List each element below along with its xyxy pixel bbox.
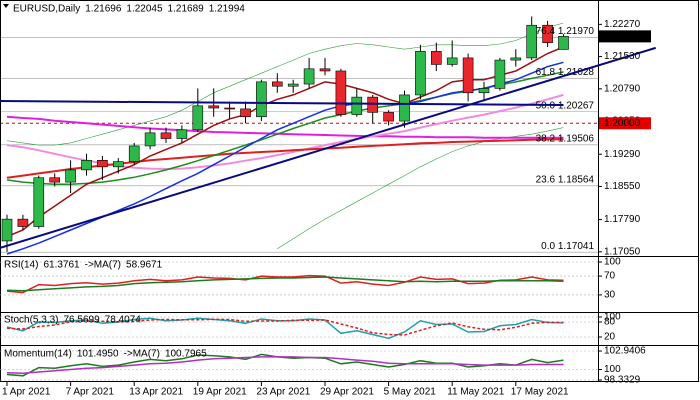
candle-body [271,81,283,87]
readout: 100.7965 [165,349,207,360]
candle-body [367,96,379,113]
readout: 76.5699 [63,315,100,326]
y-tick-label: 1.18550 [604,181,641,192]
y-tick-label: 1.17790 [604,214,641,225]
readout: 101.4950 [77,349,119,360]
x-tick-label: 19 Apr 2021 [193,387,247,398]
menu-icon [3,4,9,8]
candle-body [256,81,267,118]
candle-body [478,88,490,94]
fib-label: 0.0 1.17041 [541,241,594,252]
y-tick-label: 1.19290 [604,149,641,160]
readout: 1.21696 [85,4,122,15]
frame [0,0,699,382]
price-tag-label: 1.21994 [604,31,641,42]
candle-body [224,107,235,110]
candle-body [351,96,363,115]
readout: 78.4074 [105,315,142,326]
candle-body [319,68,331,72]
readout: Momentum(14) [4,349,72,360]
candle-body [113,161,124,168]
candle-body [192,105,204,131]
y-tick-label: 98.3329 [604,375,641,386]
readout: 1.21689 [168,4,205,15]
fib-label: 50.0 1.20267 [536,100,595,111]
readout: EURUSD,Daily [13,4,80,15]
y-tick-label: 102.9406 [604,346,646,357]
y-tick-label: 1.21530 [604,51,641,62]
candle-body [97,160,108,168]
candle-body [81,160,92,171]
fib-label: 38.2 1.19506 [536,133,595,144]
readout: 1.22045 [126,4,163,15]
candle-body [128,145,140,162]
indicator-line [6,274,564,294]
y-tick-label: 1.17050 [604,246,641,257]
candle-body [176,129,188,139]
indicator-line [6,276,564,292]
candle-body [240,108,251,118]
x-tick-label: 23 Apr 2021 [256,387,310,398]
candle-body [287,83,299,87]
candle-body [542,24,553,43]
readout: RSI(14) [4,260,38,271]
level-tag [599,117,651,130]
readout: 58.9671 [126,260,163,271]
candle-body [335,70,347,115]
readout: ->MA(7) [124,349,160,360]
candle-body [49,177,61,183]
y-tick-label: 100 [604,312,621,323]
candle-body [17,218,29,227]
trendline [0,100,564,106]
indicator-line [6,356,564,375]
fib-label: 76.4 1.21970 [536,26,595,37]
y-tick-label: 1.22270 [604,19,641,30]
trendline [0,46,657,249]
y-tick-label: 20 [604,332,616,343]
candle-body [33,177,45,227]
readout: Stoch(5,3,3) [4,315,58,326]
x-tick-label: 5 May 2021 [384,387,437,398]
candle-body [558,36,569,50]
x-tick-label: 17 May 2021 [511,387,569,398]
price-tag [599,30,651,43]
x-tick-label: 13 Apr 2021 [129,387,183,398]
candle-body [446,57,458,65]
y-tick-label: 100 [604,257,621,268]
candle-body [383,112,394,122]
readout: ->MA(7) [85,260,121,271]
x-tick-label: 1 Apr 2021 [2,387,51,398]
candle-body [430,51,442,65]
level-tag-label: 1.20000 [604,118,641,129]
candle-body [1,218,13,242]
candle-body [462,57,474,94]
readout: 1.21994 [209,4,246,15]
indicator-line [6,317,564,340]
candle-body [494,59,506,89]
readout: 61.3761 [43,260,80,271]
candle-body [160,132,172,139]
y-tick-label: 30 [604,290,616,301]
y-tick-label: 80 [604,317,616,328]
candle-body [208,105,219,109]
ma-line [277,127,564,250]
candle-body [144,132,156,147]
candle-body [510,57,522,61]
y-tick-label: 100 [604,364,621,375]
y-tick-label: 1.20790 [604,83,641,94]
y-tick-label: 70 [604,271,616,282]
candle-body [415,51,426,96]
ma-line [6,22,564,146]
candle-body [303,68,315,85]
x-tick-label: 7 Apr 2021 [66,387,115,398]
candle-body [65,169,76,183]
candle-body [399,94,410,122]
candle-body [526,24,538,59]
ma-line [6,115,564,139]
fib-label: 23.6 1.18564 [536,174,595,185]
x-tick-label: 11 May 2021 [447,387,505,398]
x-tick-label: 29 Apr 2021 [320,387,374,398]
fib-label: 61.8 1.21028 [536,67,595,78]
